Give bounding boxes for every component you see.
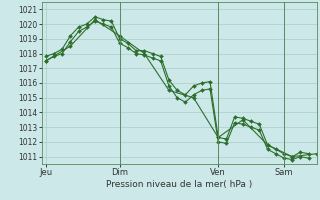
X-axis label: Pression niveau de la mer( hPa ): Pression niveau de la mer( hPa ) <box>106 180 252 189</box>
